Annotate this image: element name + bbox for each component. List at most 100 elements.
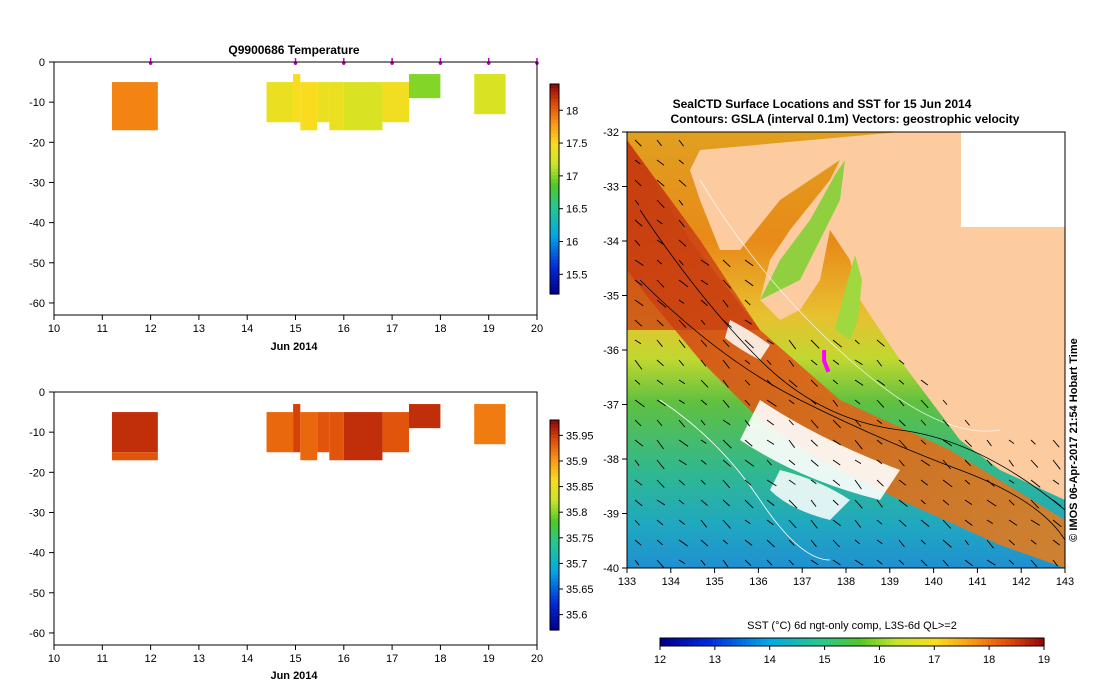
sst-colorbar-segment xyxy=(751,638,757,646)
velocity-vector xyxy=(722,479,731,489)
sst-colorbar-segment xyxy=(866,638,872,646)
velocity-vector xyxy=(920,459,931,467)
temperature-colorbar-segment xyxy=(550,178,559,183)
velocity-vector xyxy=(766,439,775,445)
velocity-vector xyxy=(678,559,686,565)
map-x-tick-label: 135 xyxy=(705,576,723,588)
salinity-colorbar-segment xyxy=(550,455,559,460)
sst-colorbar-tick-label: 12 xyxy=(654,654,666,666)
velocity-vector xyxy=(920,419,927,426)
map-y-tick-label: -33 xyxy=(603,182,619,194)
velocity-vector xyxy=(810,359,818,366)
velocity-vector xyxy=(634,239,641,247)
sst-colorbar-segment xyxy=(746,638,752,646)
velocity-vector xyxy=(788,439,796,448)
velocity-vector xyxy=(832,559,841,566)
sst-colorbar-segment xyxy=(703,638,709,646)
temperature-colorbar-segment xyxy=(550,182,559,187)
velocity-vector xyxy=(986,479,995,487)
temperature-colorbar-segment xyxy=(550,245,559,250)
temperature-x-tick-label: 12 xyxy=(144,323,156,335)
sst-colorbar-segment xyxy=(919,638,925,646)
sst-colorbar-segment xyxy=(813,638,819,646)
salinity-colorbar-segment xyxy=(550,511,559,516)
velocity-vector xyxy=(876,499,883,508)
sst-colorbar-segment xyxy=(938,638,944,646)
sst-colorbar-segment xyxy=(828,638,834,646)
velocity-vector xyxy=(700,339,708,347)
velocity-vector xyxy=(634,319,643,327)
temperature-colorbar-tick-label: 17.5 xyxy=(566,138,587,150)
temperature-x-tick-label: 13 xyxy=(193,323,205,335)
velocity-vector xyxy=(920,499,926,505)
map-y-tick-label: -32 xyxy=(603,127,619,139)
salinity-colorbar-segment xyxy=(550,623,559,628)
velocity-vector xyxy=(854,499,863,509)
velocity-vector xyxy=(832,399,839,407)
velocity-vector xyxy=(832,419,841,429)
temperature-colorbar-tick-label: 17 xyxy=(566,171,578,183)
temperature-colorbar-frame xyxy=(549,83,560,295)
salinity-colorbar-segment xyxy=(550,574,559,579)
salinity-colorbar-segment xyxy=(550,476,559,481)
velocity-vector xyxy=(920,479,928,486)
velocity-vector xyxy=(788,539,795,546)
velocity-vector xyxy=(722,399,730,408)
sst-colorbar-segment xyxy=(856,638,863,646)
velocity-vector xyxy=(634,479,643,486)
velocity-vector xyxy=(898,519,907,527)
salinity-colorbar-segment xyxy=(550,486,559,491)
velocity-vector xyxy=(678,459,687,466)
velocity-vector xyxy=(656,379,664,385)
salinity-colorbar-segment xyxy=(550,525,559,530)
salinity-colorbar-segment xyxy=(550,612,559,617)
sst-colorbar-segment xyxy=(996,638,1002,646)
map-y-tick-label: -40 xyxy=(603,563,619,575)
sst-colorbar-segment xyxy=(1010,638,1016,646)
sst-colorbar-segment xyxy=(732,638,738,646)
no-data-region xyxy=(961,132,1065,227)
temperature-colorbar-segment xyxy=(550,157,559,162)
velocity-vector xyxy=(634,459,640,466)
salinity-cell xyxy=(111,412,158,453)
temperature-y-tick-label: -50 xyxy=(29,258,45,270)
velocity-vector xyxy=(722,299,729,308)
salinity-x-tick-label: 12 xyxy=(144,653,156,665)
velocity-vector xyxy=(634,379,641,385)
salinity-colorbar-segment xyxy=(550,514,559,519)
sst-colorbar-segment xyxy=(789,638,795,646)
temperature-colorbar-segment xyxy=(550,220,559,225)
velocity-vector xyxy=(986,519,994,524)
temperature-section-title: Q9900686 Temperature xyxy=(228,43,360,57)
salinity-x-tick-label: 15 xyxy=(289,653,301,665)
sst-colorbar-segment xyxy=(928,638,935,646)
map-title: SealCTD Surface Locations and SST for 15… xyxy=(673,97,972,111)
velocity-vector xyxy=(964,419,970,426)
velocity-vector xyxy=(744,439,753,447)
sst-colorbar-segment xyxy=(823,638,829,646)
velocity-vector xyxy=(1008,559,1015,565)
velocity-vector xyxy=(1052,459,1061,470)
sst-colorbar-segment xyxy=(804,638,810,646)
temperature-x-tick-label: 17 xyxy=(386,323,398,335)
velocity-vector xyxy=(788,399,795,405)
velocity-vector xyxy=(744,459,755,467)
sst-colorbar-segment xyxy=(876,638,882,646)
velocity-vector xyxy=(810,439,818,447)
velocity-vector xyxy=(788,459,796,466)
velocity-vector xyxy=(942,499,950,506)
velocity-vector xyxy=(700,359,707,367)
salinity-colorbar-segment xyxy=(550,423,559,428)
temperature-colorbar-segment xyxy=(550,171,559,176)
velocity-vector xyxy=(744,339,754,349)
velocity-vector xyxy=(1030,499,1040,509)
temperature-colorbar-segment xyxy=(550,161,559,166)
temperature-colorbar-segment xyxy=(550,290,559,295)
sst-colorbar-segment xyxy=(895,638,901,646)
temperature-colorbar-segment xyxy=(550,259,559,264)
velocity-vector xyxy=(656,539,663,546)
temperature-colorbar-segment xyxy=(550,203,559,208)
salinity-colorbar-segment xyxy=(550,581,559,586)
velocity-vector xyxy=(634,159,641,165)
map-y-tick-label: -37 xyxy=(603,400,619,412)
